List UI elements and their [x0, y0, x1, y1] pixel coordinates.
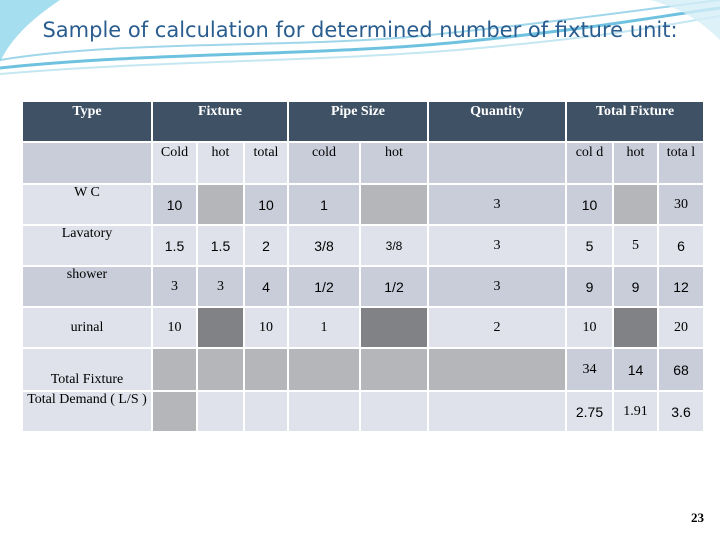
- header-quantity: Quantity: [429, 102, 565, 141]
- total-fixture-hot: 14: [614, 349, 657, 390]
- subheader-quantity-empty: [429, 143, 565, 183]
- cell-pipe-cold: 1: [289, 185, 359, 224]
- header-fixture: Fixture: [153, 102, 287, 141]
- total-fixture-row: Total Fixture 34 14 68: [23, 349, 703, 390]
- cell-total-total: 30: [659, 185, 703, 224]
- subheader-total-cold: col d: [567, 143, 612, 183]
- row-type: shower: [23, 267, 151, 306]
- cell-total-cold: 5: [567, 226, 612, 265]
- total-demand-row: Total Demand ( L/S ) 2.75 1.91 3.6: [23, 392, 703, 431]
- cell-total-total: 20: [659, 308, 703, 347]
- empty-cell: [153, 392, 196, 431]
- header-pipe-size: Pipe Size: [289, 102, 427, 141]
- cell-fixture-total: 10: [245, 308, 287, 347]
- table-row: urinal 10 10 1 2 10 20: [23, 308, 703, 347]
- empty-cell: [361, 349, 427, 390]
- header-total-fixture: Total Fixture: [567, 102, 703, 141]
- cell-quantity: 3: [429, 267, 565, 306]
- empty-cell: [153, 349, 196, 390]
- cell-quantity: 3: [429, 185, 565, 224]
- decorative-swoosh: [0, 0, 720, 75]
- subheader-row: Cold hot total cold hot col d hot tota l: [23, 143, 703, 183]
- row-type: Lavatory: [23, 226, 151, 265]
- table-row: W C 10 10 1 3 10 30: [23, 185, 703, 224]
- total-demand-cold: 2.75: [567, 392, 612, 431]
- slide-title: Sample of calculation for determined num…: [42, 18, 678, 42]
- total-fixture-cold: 34: [567, 349, 612, 390]
- cell-total-hot: [614, 308, 657, 347]
- cell-fixture-hot: [198, 308, 243, 347]
- empty-cell: [289, 392, 359, 431]
- cell-quantity: 3: [429, 226, 565, 265]
- row-type: W C: [23, 185, 151, 224]
- cell-fixture-cold: 1.5: [153, 226, 196, 265]
- cell-pipe-cold: 1: [289, 308, 359, 347]
- cell-total-total: 6: [659, 226, 703, 265]
- empty-cell: [429, 349, 565, 390]
- cell-fixture-total: 2: [245, 226, 287, 265]
- cell-total-hot: 5: [614, 226, 657, 265]
- total-demand-label: Total Demand ( L/S ): [23, 392, 151, 431]
- empty-cell: [245, 349, 287, 390]
- cell-pipe-hot: 3/8: [361, 226, 427, 265]
- empty-cell: [198, 392, 243, 431]
- empty-cell: [429, 392, 565, 431]
- table-row: shower 3 3 4 1/2 1/2 3 9 9 12: [23, 267, 703, 306]
- cell-fixture-hot: 3: [198, 267, 243, 306]
- cell-total-cold: 9: [567, 267, 612, 306]
- cell-fixture-cold: 10: [153, 185, 196, 224]
- subheader-fixture-hot: hot: [198, 143, 243, 183]
- empty-cell: [361, 392, 427, 431]
- fixture-unit-table: Type Fixture Pipe Size Quantity Total Fi…: [21, 100, 705, 433]
- cell-fixture-hot: [198, 185, 243, 224]
- total-fixture-total: 68: [659, 349, 703, 390]
- empty-cell: [289, 349, 359, 390]
- table-row: Lavatory 1.5 1.5 2 3/8 3/8 3 5 5 6: [23, 226, 703, 265]
- empty-cell: [198, 349, 243, 390]
- cell-quantity: 2: [429, 308, 565, 347]
- subheader-type-empty: [23, 143, 151, 183]
- cell-pipe-hot: 1/2: [361, 267, 427, 306]
- row-type: urinal: [23, 308, 151, 347]
- subheader-pipe-hot: hot: [361, 143, 427, 183]
- subheader-total-hot: hot: [614, 143, 657, 183]
- subheader-pipe-cold: cold: [289, 143, 359, 183]
- cell-total-hot: 9: [614, 267, 657, 306]
- total-fixture-label: Total Fixture: [23, 349, 151, 390]
- cell-fixture-cold: 10: [153, 308, 196, 347]
- subheader-total-total: tota l: [659, 143, 703, 183]
- total-demand-total: 3.6: [659, 392, 703, 431]
- cell-total-cold: 10: [567, 308, 612, 347]
- cell-total-hot: [614, 185, 657, 224]
- cell-pipe-hot: [361, 185, 427, 224]
- cell-pipe-hot: [361, 308, 427, 347]
- slide-number: 23: [691, 510, 704, 525]
- cell-total-cold: 10: [567, 185, 612, 224]
- cell-fixture-cold: 3: [153, 267, 196, 306]
- subheader-fixture-total: total: [245, 143, 287, 183]
- cell-fixture-total: 4: [245, 267, 287, 306]
- cell-total-total: 12: [659, 267, 703, 306]
- cell-pipe-cold: 3/8: [289, 226, 359, 265]
- subheader-fixture-cold: Cold: [153, 143, 196, 183]
- header-type: Type: [23, 102, 151, 141]
- cell-fixture-total: 10: [245, 185, 287, 224]
- empty-cell: [245, 392, 287, 431]
- total-demand-hot: 1.91: [614, 392, 657, 431]
- cell-pipe-cold: 1/2: [289, 267, 359, 306]
- cell-fixture-hot: 1.5: [198, 226, 243, 265]
- header-row: Type Fixture Pipe Size Quantity Total Fi…: [23, 102, 703, 141]
